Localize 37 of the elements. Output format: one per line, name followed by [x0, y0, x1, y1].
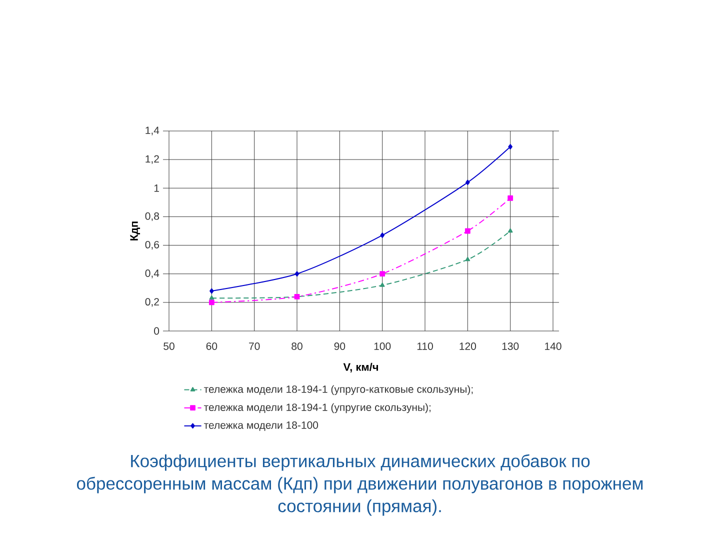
x-tick-label: 140 [545, 342, 562, 350]
x-tick-label: 110 [417, 342, 433, 350]
point [210, 288, 214, 294]
point [465, 256, 470, 262]
point [208, 300, 214, 306]
point [466, 180, 470, 186]
legend-label: тележка модели 18-194-1 (упруго-катковые скользуны); [204, 385, 473, 395]
x-tick-label: 90 [334, 342, 346, 350]
text: Коэффициенты вертикальных динамических добавок по обрессоренным массам (Кдп) при движении полувагонов в порожнем состоянии (прямая). [76, 454, 643, 516]
x-tick-label: 80 [292, 342, 302, 350]
legend-label: тележка модели 18-194-1 (упругие скользуны); [204, 403, 431, 414]
point [294, 271, 300, 277]
x-tick-label: 120 [460, 342, 476, 350]
y-tick-label: 1 [154, 184, 159, 192]
y-tick-label: 0,2 [145, 298, 159, 307]
y-tick-label: 0,6 [145, 240, 160, 250]
point [464, 228, 470, 234]
y-tick-label: 1,4 [146, 126, 160, 136]
x-tick-label: 100 [374, 342, 391, 350]
point [380, 282, 385, 287]
x-axis-title: V, км/ч [343, 362, 378, 372]
y-tick-label: 1,2 [146, 155, 159, 164]
point [508, 144, 512, 150]
x-tick-label: 60 [206, 342, 218, 350]
x-tick-label: 70 [249, 342, 260, 350]
legend-label: тележка модели 18-100 [204, 421, 318, 431]
x-tick-label: 50 [164, 342, 174, 350]
point [209, 295, 214, 300]
point [380, 271, 386, 277]
y-axis-title: Кдп [130, 222, 140, 240]
y-tick-label: 0,8 [145, 212, 160, 222]
y-tick-label: 0 [154, 327, 160, 335]
point [508, 228, 513, 233]
y-tick-label: 0,4 [145, 270, 160, 278]
point [380, 232, 384, 238]
x-tick-label: 130 [502, 342, 519, 350]
point [508, 195, 514, 201]
